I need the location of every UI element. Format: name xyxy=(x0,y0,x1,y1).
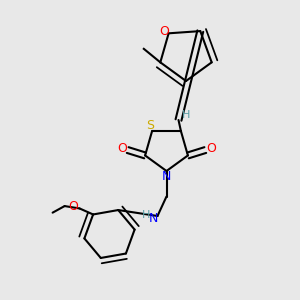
Text: O: O xyxy=(68,200,78,214)
Text: H: H xyxy=(142,209,150,220)
Text: H: H xyxy=(182,110,190,120)
Text: O: O xyxy=(117,142,127,155)
Text: O: O xyxy=(159,25,169,38)
Text: O: O xyxy=(206,142,216,155)
Text: N: N xyxy=(149,212,159,225)
Text: S: S xyxy=(146,119,154,132)
Text: N: N xyxy=(162,170,171,183)
